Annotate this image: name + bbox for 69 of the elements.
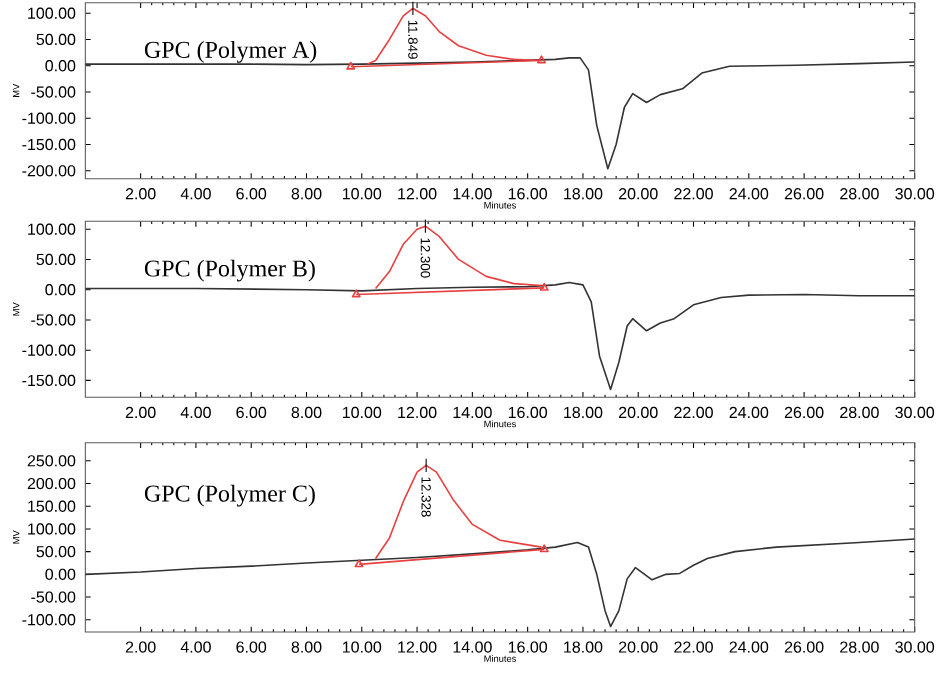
x-tick-label: 12.00 [398,641,437,653]
y-tick-label: 0.00 [45,284,76,296]
y-tick-label: -150.00 [22,138,76,151]
y-tick-label: -50.00 [31,591,76,603]
y-tick-label: -100.00 [22,344,76,356]
x-tick-label: 20.00 [619,188,658,200]
y-tick-label: -150.00 [22,374,76,387]
x-tick-label: 16.00 [508,641,548,653]
x-tick-label: 16.00 [508,406,548,419]
y-tick-label: -50.00 [31,86,76,98]
y-tick-label: 100.00 [28,223,76,235]
x-tick-label: 20.00 [619,406,658,419]
x-tick-label: 24.00 [729,641,769,653]
x-tick-label: 10.00 [342,641,382,653]
y-tick-label: -100.00 [22,112,76,124]
x-tick-label: 18.00 [564,406,603,419]
x-tick-label: 28.00 [840,641,879,653]
x-tick-label: 10.00 [342,188,382,200]
x-tick-label: 18.00 [564,188,603,200]
x-tick-label: 22.00 [674,188,713,200]
x-tick-label: 4.00 [180,641,211,653]
x-tick-label: 12.00 [398,188,437,200]
x-tick-label: 18.00 [564,641,603,653]
annotation: GPC (Polymer C) [144,484,315,507]
annotation: GPC (Polymer A) [144,41,317,63]
x-tick-label: 30.00 [895,188,935,200]
y-tick-label: -200.00 [22,165,76,177]
x-tick-label: 20.00 [619,641,658,653]
x-tick-label: 26.00 [784,188,824,200]
x-tick-label: 24.00 [729,188,769,200]
x-tick-label: 6.00 [236,406,267,419]
x-tick-label: 4.00 [180,188,211,200]
y-tick-label: -100.00 [22,614,76,626]
x-tick-label: 2.00 [125,641,156,653]
y-tick-label: 0.00 [45,60,76,72]
x-tick-label: 14.00 [453,406,492,419]
x-tick-label: 8.00 [291,406,322,419]
x-tick-label: 6.00 [236,188,267,200]
x-tick-label: 12.00 [398,406,437,419]
y-tick-label: 50.00 [36,545,76,558]
x-tick-label: 22.00 [674,406,713,419]
x-tick-label: 28.00 [840,406,879,419]
x-tick-label: 26.00 [784,406,824,419]
x-tick-label: 14.00 [453,188,492,200]
y-tick-label: 50.00 [36,253,76,266]
x-tick-label: 2.00 [125,188,156,200]
y-tick-label: -50.00 [31,314,76,326]
x-tick-label: 14.00 [453,641,492,653]
x-tick-label: 24.00 [729,406,769,419]
x-tick-label: 2.00 [125,406,156,419]
y-tick-label: 0.00 [45,568,76,581]
x-tick-label: 26.00 [784,641,824,653]
x-tick-label: 6.00 [236,641,267,653]
y-tick-label: 200.00 [27,477,76,490]
y-tick-label: 250.00 [27,455,76,467]
x-tick-label: 8.00 [291,188,322,200]
x-tick-label: 4.00 [180,406,211,419]
x-tick-label: 22.00 [674,641,713,653]
x-tick-label: 10.00 [342,406,382,419]
y-tick-label: 150.00 [28,500,76,512]
y-tick-label: 100.00 [28,523,76,535]
x-tick-label: 30.00 [895,641,935,653]
y-tick-label: 50.00 [36,33,76,46]
x-tick-label: 8.00 [291,641,322,653]
x-tick-label: 28.00 [840,188,879,200]
annotation: GPC (Polymer B) [144,259,315,282]
x-tick-label: 16.00 [508,188,548,200]
x-tick-label: 30.00 [895,406,935,419]
y-tick-label: 100.00 [28,7,76,19]
